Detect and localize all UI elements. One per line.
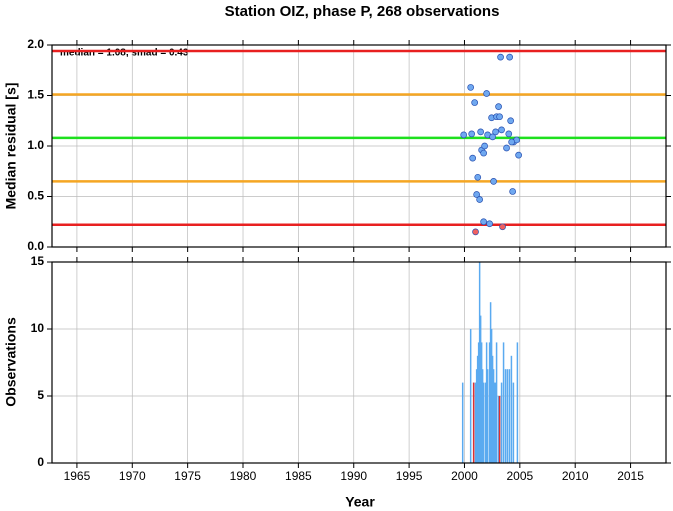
data-point	[460, 131, 468, 139]
bar	[484, 382, 487, 463]
y-tick-label: 0.5	[27, 189, 44, 203]
data-point	[515, 151, 522, 159]
bar	[479, 315, 482, 463]
chart-title: Station OIZ, phase P, 268 observations	[225, 3, 500, 20]
data-point	[508, 138, 515, 146]
bar	[485, 342, 488, 463]
data-point	[471, 99, 479, 106]
bar	[494, 382, 497, 463]
bar	[477, 342, 480, 463]
annotation: median = 1.08, smad = 0.43	[60, 48, 189, 59]
y-tick-label: 15	[31, 254, 45, 268]
y-tick-label: 1.5	[27, 88, 44, 102]
data-point	[481, 142, 488, 150]
bar	[488, 342, 491, 463]
bar	[502, 342, 505, 463]
bar	[490, 329, 493, 463]
data-point	[496, 113, 503, 121]
y-tick-label: 1.0	[27, 138, 44, 152]
y-tick-label: 10	[31, 321, 45, 335]
bar	[475, 369, 478, 463]
x-tick-label: 1985	[285, 469, 312, 483]
data-point	[486, 220, 493, 228]
x-tick-label: 2010	[562, 469, 589, 483]
data-point	[468, 130, 476, 138]
data-point	[492, 128, 499, 136]
data-point	[469, 154, 477, 162]
bar	[498, 396, 501, 463]
data-point	[503, 144, 510, 152]
x-tick-label: 1975	[174, 469, 201, 483]
data-point	[467, 84, 475, 91]
plot-frame	[51, 261, 667, 464]
bar	[491, 355, 494, 463]
bar	[486, 369, 489, 463]
bar	[497, 396, 500, 463]
x-tick-label: 1965	[64, 469, 91, 483]
x-tick-label: 1970	[119, 469, 146, 483]
bar	[472, 382, 475, 463]
data-point	[472, 228, 479, 236]
bar	[510, 355, 513, 463]
bar	[508, 369, 511, 463]
bar	[480, 342, 483, 463]
y-tick-label: 0	[37, 455, 44, 469]
bar	[512, 382, 515, 463]
x-tick-label: 2005	[506, 469, 533, 483]
y-tick-label: 2.0	[27, 37, 44, 51]
data-point	[505, 130, 513, 138]
y-tick-label: 5	[37, 388, 44, 402]
data-point	[490, 178, 497, 185]
bar	[461, 382, 464, 463]
bar	[495, 342, 498, 463]
bar	[469, 329, 472, 463]
bar	[482, 382, 485, 463]
bar	[504, 369, 507, 463]
data-point	[480, 218, 487, 226]
y-axis-label: Median residual [s]	[3, 83, 19, 210]
y-tick-label: 0.0	[27, 239, 44, 253]
x-tick-label: 2000	[451, 469, 478, 483]
data-point	[483, 90, 490, 97]
bar	[500, 382, 503, 463]
bar	[516, 342, 519, 463]
data-point	[489, 133, 496, 141]
data-point	[473, 191, 481, 198]
plot-frame	[51, 44, 667, 248]
data-point	[506, 53, 513, 61]
bar	[489, 302, 492, 463]
x-axis-label: Year	[345, 494, 375, 510]
y-axis-label: Observations	[3, 317, 19, 407]
x-tick-label: 1980	[230, 469, 257, 483]
x-tick-label: 1990	[340, 469, 367, 483]
data-point	[509, 188, 516, 195]
bar	[492, 369, 495, 463]
x-tick-label: 2015	[617, 469, 644, 483]
data-point	[480, 149, 487, 157]
bar	[493, 382, 496, 463]
data-point	[477, 128, 484, 136]
x-tick-label: 1995	[396, 469, 423, 483]
data-point	[497, 53, 504, 61]
data-point	[498, 126, 505, 134]
data-point	[474, 173, 482, 181]
data-point	[499, 223, 506, 231]
bar	[478, 262, 481, 463]
bar	[474, 382, 477, 463]
bar	[476, 355, 479, 463]
data-point	[495, 103, 502, 110]
bar	[481, 369, 484, 463]
data-point	[476, 196, 483, 203]
bar	[506, 369, 509, 463]
data-point	[507, 117, 514, 125]
